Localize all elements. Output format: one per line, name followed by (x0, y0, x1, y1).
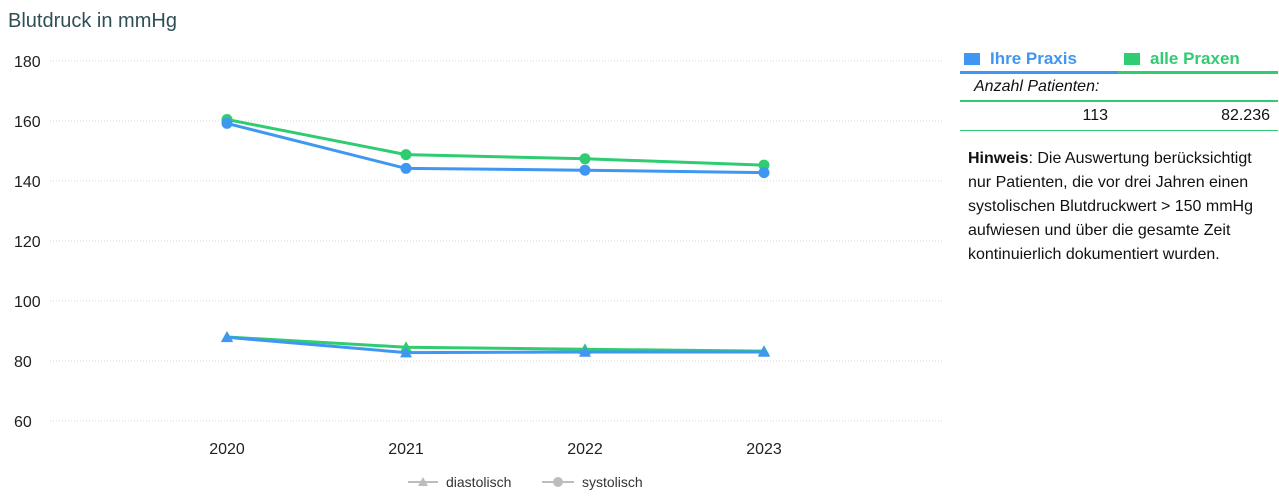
all-practices-count: 82.236 (1221, 107, 1270, 124)
y-tick-label: 120 (14, 234, 41, 251)
table-header: Ihre Praxis alle Praxen (960, 46, 1278, 74)
y-tick-label: 180 (14, 54, 41, 71)
patient-count-label: Anzahl Patienten: (960, 74, 1278, 102)
series-line (226, 121, 765, 175)
all-practices-header: alle Praxen (1118, 46, 1278, 74)
own-practice-label: Ihre Praxis (990, 48, 1077, 68)
series-line (226, 335, 765, 353)
line-chart: 60 80 100 120 140 160 180 2020 2021 2022 2023 diast… (14, 54, 942, 490)
chart-title: Blutdruck in mmHg (8, 10, 177, 32)
x-tick-label: 2021 (388, 441, 424, 458)
series-line (226, 335, 764, 355)
data-point (758, 167, 770, 179)
data-point (400, 149, 412, 161)
data-point (221, 117, 233, 129)
data-point (758, 346, 770, 357)
y-tick-label: 60 (14, 414, 32, 431)
all-practices-label: alle Praxen (1150, 48, 1240, 68)
x-tick-label: 2020 (209, 441, 245, 458)
note-body: : Die Auswertung berücksichtigt nur Pati… (968, 150, 1253, 263)
data-point (579, 153, 591, 165)
data-point (579, 346, 591, 357)
legend-marker (418, 477, 428, 486)
own-practice-header: Ihre Praxis (960, 46, 1118, 74)
note-text: Hinweis: Die Auswertung berücksichtigt n… (968, 147, 1273, 267)
patient-count-row: 113 82.236 (960, 102, 1278, 131)
own-practice-count: 113 (1082, 107, 1108, 124)
series-line (226, 118, 765, 167)
data-point (400, 346, 412, 358)
x-tick-label: 2023 (746, 441, 782, 458)
data-point (221, 331, 233, 343)
note-heading: Hinweis (968, 150, 1029, 167)
y-tick-label: 140 (14, 174, 41, 191)
y-tick-label: 100 (14, 294, 41, 311)
legend-marker (553, 477, 563, 487)
legend-label: systolisch (582, 474, 643, 490)
comparison-panel: Ihre Praxis alle Praxen Anzahl Patienten… (960, 46, 1279, 267)
data-point (579, 164, 591, 176)
legend-label: diastolisch (446, 474, 511, 490)
x-tick-label: 2022 (567, 441, 603, 458)
patient-count-table: Ihre Praxis alle Praxen Anzahl Patienten… (960, 46, 1278, 131)
data-point (400, 162, 412, 174)
y-tick-label: 80 (14, 354, 32, 371)
y-tick-label: 160 (14, 114, 41, 131)
all-practices-swatch (1124, 52, 1140, 65)
own-practice-swatch (964, 52, 980, 65)
